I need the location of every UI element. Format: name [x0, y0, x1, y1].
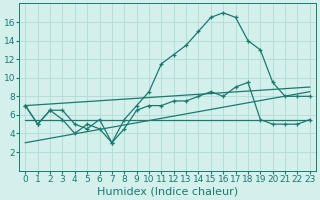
X-axis label: Humidex (Indice chaleur): Humidex (Indice chaleur): [97, 187, 238, 197]
